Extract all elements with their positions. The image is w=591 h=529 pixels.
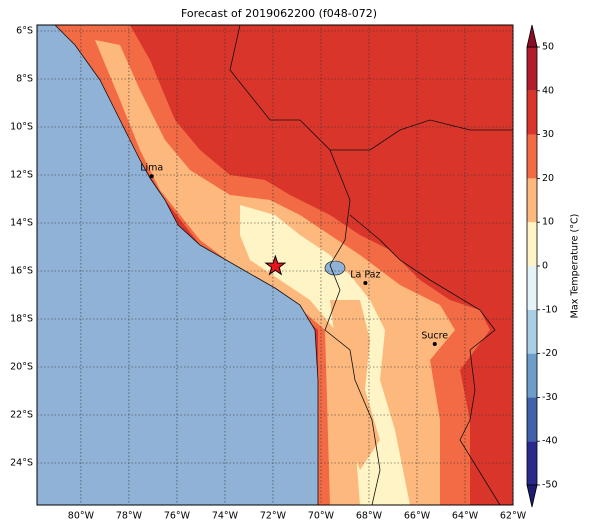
y-tick-label: 14°S (10, 218, 33, 229)
location-star (264, 254, 287, 276)
colorbar-tick-label: -20 (542, 348, 558, 359)
y-tick-label: 8°S (16, 74, 33, 85)
y-tick-label: 10°S (10, 122, 33, 133)
colorbar-band (527, 178, 537, 223)
y-tick-label: 6°S (16, 26, 33, 37)
x-tick-label: 78°W (116, 511, 143, 522)
x-tick-label: 68°W (356, 511, 383, 522)
city-label: La Paz (350, 270, 380, 281)
x-tick-label: 80°W (68, 511, 95, 522)
colorbar-extend-max (526, 24, 538, 48)
lake-titicaca (324, 260, 346, 276)
country-border (229, 25, 381, 505)
colorbar-band (527, 441, 537, 485)
colorbar-tick-label: -50 (542, 480, 558, 491)
y-tick-label: 12°S (10, 170, 33, 181)
colorbar-band (527, 397, 537, 442)
x-tick-label: 70°W (308, 511, 335, 522)
colorbar-label: Max Temperature (°C) (570, 214, 581, 319)
colorbar-tick-label: 10 (542, 217, 554, 228)
colorbar-extend-min (526, 484, 538, 508)
colorbar-band (527, 47, 537, 91)
city-label: Lima (140, 163, 163, 174)
country-border (349, 214, 501, 505)
colorbar-tick-label: -10 (542, 304, 558, 315)
colorbar-band (527, 353, 537, 398)
ocean (37, 25, 318, 505)
x-tick-label: 74°W (212, 511, 239, 522)
x-tick-label: 66°W (404, 511, 431, 522)
colorbar-tick-label: 0 (542, 261, 548, 272)
x-tick-label: 72°W (260, 511, 287, 522)
colorbar-band (527, 266, 537, 310)
x-tick-label: 62°W (500, 511, 527, 522)
colorbar-tick-label: 20 (542, 173, 554, 184)
colorbar-tick-label: -40 (542, 436, 558, 447)
y-tick-label: 16°S (10, 266, 33, 277)
colorbar-band (527, 309, 537, 354)
colorbar-tick-label: -30 (542, 392, 558, 403)
y-tick-label: 22°S (10, 410, 33, 421)
map-frame (36, 24, 514, 506)
contour-mild-inner (330, 300, 380, 470)
y-tick-label: 18°S (10, 314, 33, 325)
coastline (54, 25, 319, 505)
city-label: Sucre (421, 330, 448, 341)
city-dot (363, 281, 368, 285)
colorbar-tick-label: 50 (542, 42, 554, 53)
x-tick-label: 64°W (452, 511, 479, 522)
colorbar-band (527, 222, 537, 266)
city-dot (432, 341, 437, 346)
x-tick-label: 76°W (164, 511, 191, 522)
colorbar-band (527, 134, 537, 179)
y-tick-label: 20°S (10, 362, 33, 373)
map-title: Forecast of 2019062200 (f048-072) (181, 7, 377, 20)
colorbar-tick-label: 40 (542, 85, 554, 96)
colorbar-band (527, 90, 537, 135)
country-border (330, 119, 513, 151)
y-tick-label: 24°S (10, 458, 33, 469)
city-dot (149, 174, 154, 179)
colorbar-tick-label: 30 (542, 129, 554, 140)
